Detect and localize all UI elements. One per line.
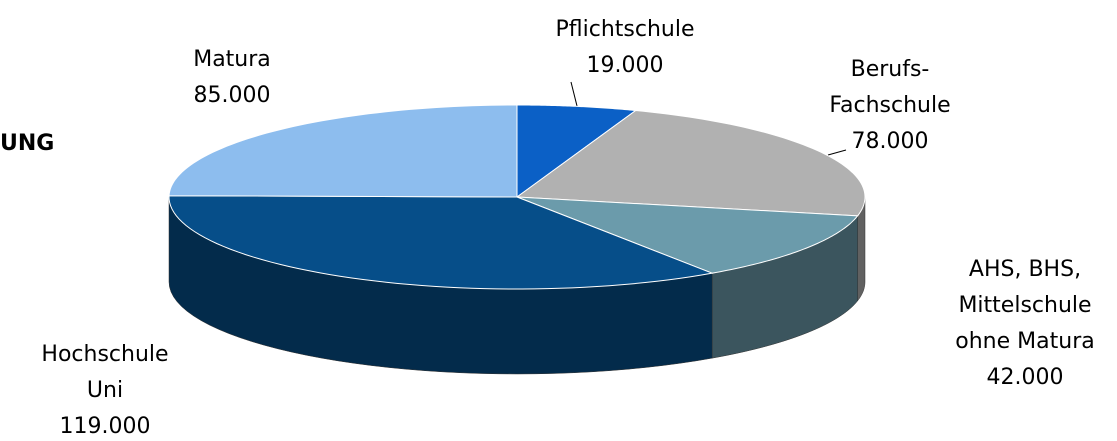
value-label: 78.000 — [852, 129, 929, 154]
slice-label: Berufs-Fachschule — [829, 57, 950, 118]
slice-label: Hochschule Uni — [41, 342, 168, 403]
value-label: 85.000 — [194, 83, 271, 108]
leader-line — [570, 81, 579, 111]
tops — [168, 104, 866, 290]
slice-top — [515, 109, 866, 217]
cut-title: UNG — [0, 131, 54, 156]
value-label: 42.000 — [987, 365, 1064, 390]
value-label: 119.000 — [60, 414, 151, 439]
slice-top — [168, 104, 518, 198]
slice-label: AHS, BHS, Mittelschule ohne Matura — [955, 257, 1094, 354]
slice-top — [168, 195, 715, 290]
slice-top — [516, 196, 859, 274]
leader-line — [827, 149, 847, 156]
value-label: 19.000 — [587, 53, 664, 78]
slice-label: Pflichtschule — [556, 17, 695, 42]
slice-label: Matura — [193, 47, 271, 72]
slice-top — [516, 104, 638, 198]
